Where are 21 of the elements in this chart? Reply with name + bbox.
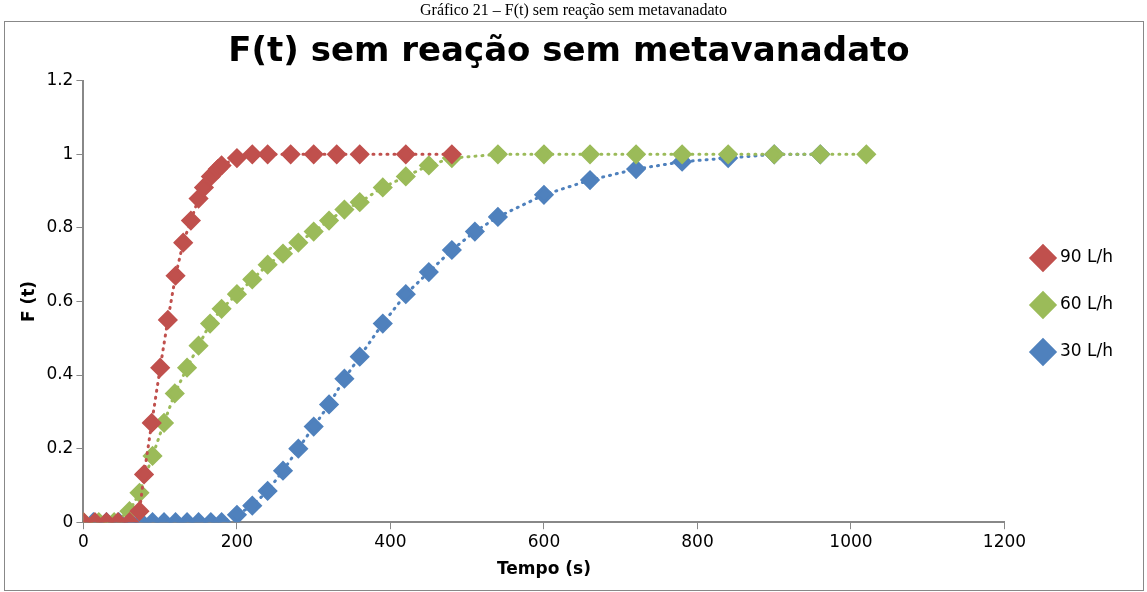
y-axis-title: F (t)	[17, 280, 38, 323]
y-tick-label: 0.2	[46, 437, 74, 458]
x-tick-label: 600	[527, 530, 561, 551]
y-tick-label: 1	[62, 142, 74, 163]
x-tick-label: 1000	[829, 530, 873, 551]
x-tick-label: 400	[374, 530, 407, 551]
x-tick-label: 1200	[982, 530, 1027, 551]
y-tick-label: 0	[62, 510, 74, 531]
y-tick-label: 0.4	[46, 363, 74, 384]
y-tick-label: 0.6	[46, 289, 74, 310]
legend-label: 90 L/h	[1059, 246, 1114, 267]
chart-title: F(t) sem reação sem metavanadato	[228, 29, 910, 70]
x-tick-label: 200	[220, 530, 254, 551]
x-tick-label: 800	[681, 530, 714, 551]
x-axis-title: Tempo (s)	[496, 558, 591, 579]
x-tick-label: 0	[78, 530, 89, 551]
legend-label: 60 L/h	[1059, 293, 1114, 314]
text: Gráfico 21 – F(t) sem reação sem metavanadato	[419, 0, 728, 20]
y-tick-label: 1.2	[46, 69, 74, 90]
legend-label: 30 L/h	[1059, 340, 1114, 361]
y-tick-label: 0.8	[46, 216, 74, 237]
